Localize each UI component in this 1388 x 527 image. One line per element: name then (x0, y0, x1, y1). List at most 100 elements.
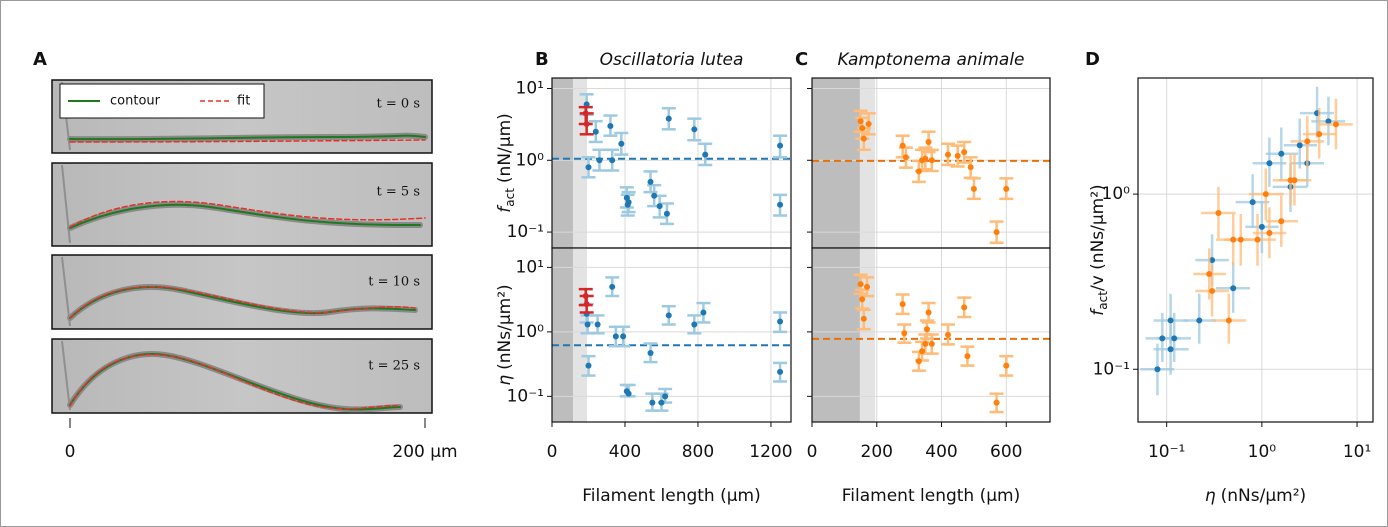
shaded-region (572, 78, 588, 248)
point (1196, 317, 1203, 324)
point (993, 229, 1000, 236)
point (925, 138, 932, 145)
point (663, 210, 670, 217)
point (902, 154, 909, 161)
y-tick-label: 10¹ (516, 78, 544, 98)
panel-title: Kamptonema animale (837, 50, 1024, 70)
x-tick-label: 200 (861, 442, 893, 462)
point (594, 321, 601, 328)
point (859, 296, 866, 303)
x-axis-label: η (nNs/µm²) (1205, 486, 1306, 506)
y-axis-label-unit: (nN/µm) (495, 113, 515, 183)
point (1209, 287, 1216, 294)
y-tick-label: 10⁻¹ (1093, 359, 1130, 379)
point (1206, 270, 1213, 277)
point (923, 326, 930, 333)
point (859, 125, 866, 132)
point (860, 315, 867, 322)
point (656, 203, 663, 210)
shaded-region (572, 248, 588, 422)
point (961, 149, 968, 156)
point (702, 151, 709, 158)
x-tick-label: 0 (807, 442, 818, 462)
point (899, 142, 906, 149)
point (585, 164, 592, 171)
y-axis-label-subscript: act (1096, 291, 1110, 310)
x-tick-label: 1200 (749, 442, 792, 462)
y-tick-label: 10⁰ (516, 322, 545, 342)
point (954, 152, 961, 159)
y-tick-label: 10⁻¹ (507, 222, 544, 242)
point (928, 157, 935, 164)
x-tick-label: 600 (990, 442, 1022, 462)
point (582, 110, 589, 117)
filaments (67, 132, 428, 413)
point (945, 331, 951, 338)
point (919, 348, 926, 355)
legend-label: contour (110, 94, 161, 109)
point (1159, 335, 1166, 342)
point (618, 140, 625, 147)
shaded-region (552, 248, 573, 422)
panel-label: A (33, 49, 47, 70)
point (922, 340, 929, 347)
point (609, 157, 616, 164)
y-axis-label: η (nNs/µm²) (495, 284, 515, 385)
point (1266, 229, 1273, 236)
point (993, 399, 1000, 406)
point (928, 340, 935, 347)
x-tick-label: 400 (925, 442, 957, 462)
point (625, 199, 632, 206)
point (1237, 236, 1244, 243)
point (865, 121, 872, 128)
y-axis-label-unit: /v (nNs/µm²) (1088, 184, 1108, 291)
x-tick-label: 10¹ (1343, 442, 1371, 462)
point (777, 201, 784, 208)
frame-image (51, 162, 433, 247)
point (1249, 199, 1256, 206)
x-tick-label: 10⁰ (1248, 442, 1277, 462)
point (620, 333, 627, 340)
point (658, 399, 665, 406)
point (915, 168, 922, 175)
panel-label: C (795, 49, 808, 70)
point (609, 283, 616, 290)
point (1171, 335, 1178, 342)
point (665, 115, 672, 122)
shaded-region (859, 248, 876, 422)
x-tick-label: 0 (547, 442, 558, 462)
point (1209, 257, 1216, 264)
point (651, 192, 658, 199)
point (1154, 366, 1161, 373)
x-axis-label-unit: (nNs/µm²) (1221, 486, 1307, 506)
point (899, 301, 906, 308)
point (1325, 118, 1332, 125)
axes-frame (811, 247, 1051, 423)
point (1258, 223, 1265, 230)
point (1278, 218, 1285, 225)
y-axis-label-unit: (nNs/µm²) (495, 284, 515, 370)
point (925, 309, 932, 316)
point (1230, 285, 1237, 292)
frame-time: t = 10 s (368, 275, 420, 290)
point (665, 312, 672, 319)
frame-time: t = 5 s (377, 185, 420, 200)
point (922, 155, 929, 162)
y-axis-label-symbol: η (495, 375, 515, 386)
point (777, 142, 784, 149)
y-tick-label: 10⁻¹ (507, 386, 544, 406)
point (1003, 362, 1010, 369)
shaded-region (812, 248, 860, 422)
point (1167, 346, 1174, 353)
point (662, 393, 669, 400)
y-axis-label: fact (nN/µm) (495, 113, 517, 213)
point (1316, 131, 1323, 138)
y-axis-label-subscript: act (503, 188, 517, 207)
legend-label: fit (237, 94, 250, 109)
point (592, 128, 599, 135)
point (857, 118, 864, 125)
axes-frame (551, 247, 792, 423)
x-tick-label: 800 (682, 442, 714, 462)
point (612, 333, 619, 340)
